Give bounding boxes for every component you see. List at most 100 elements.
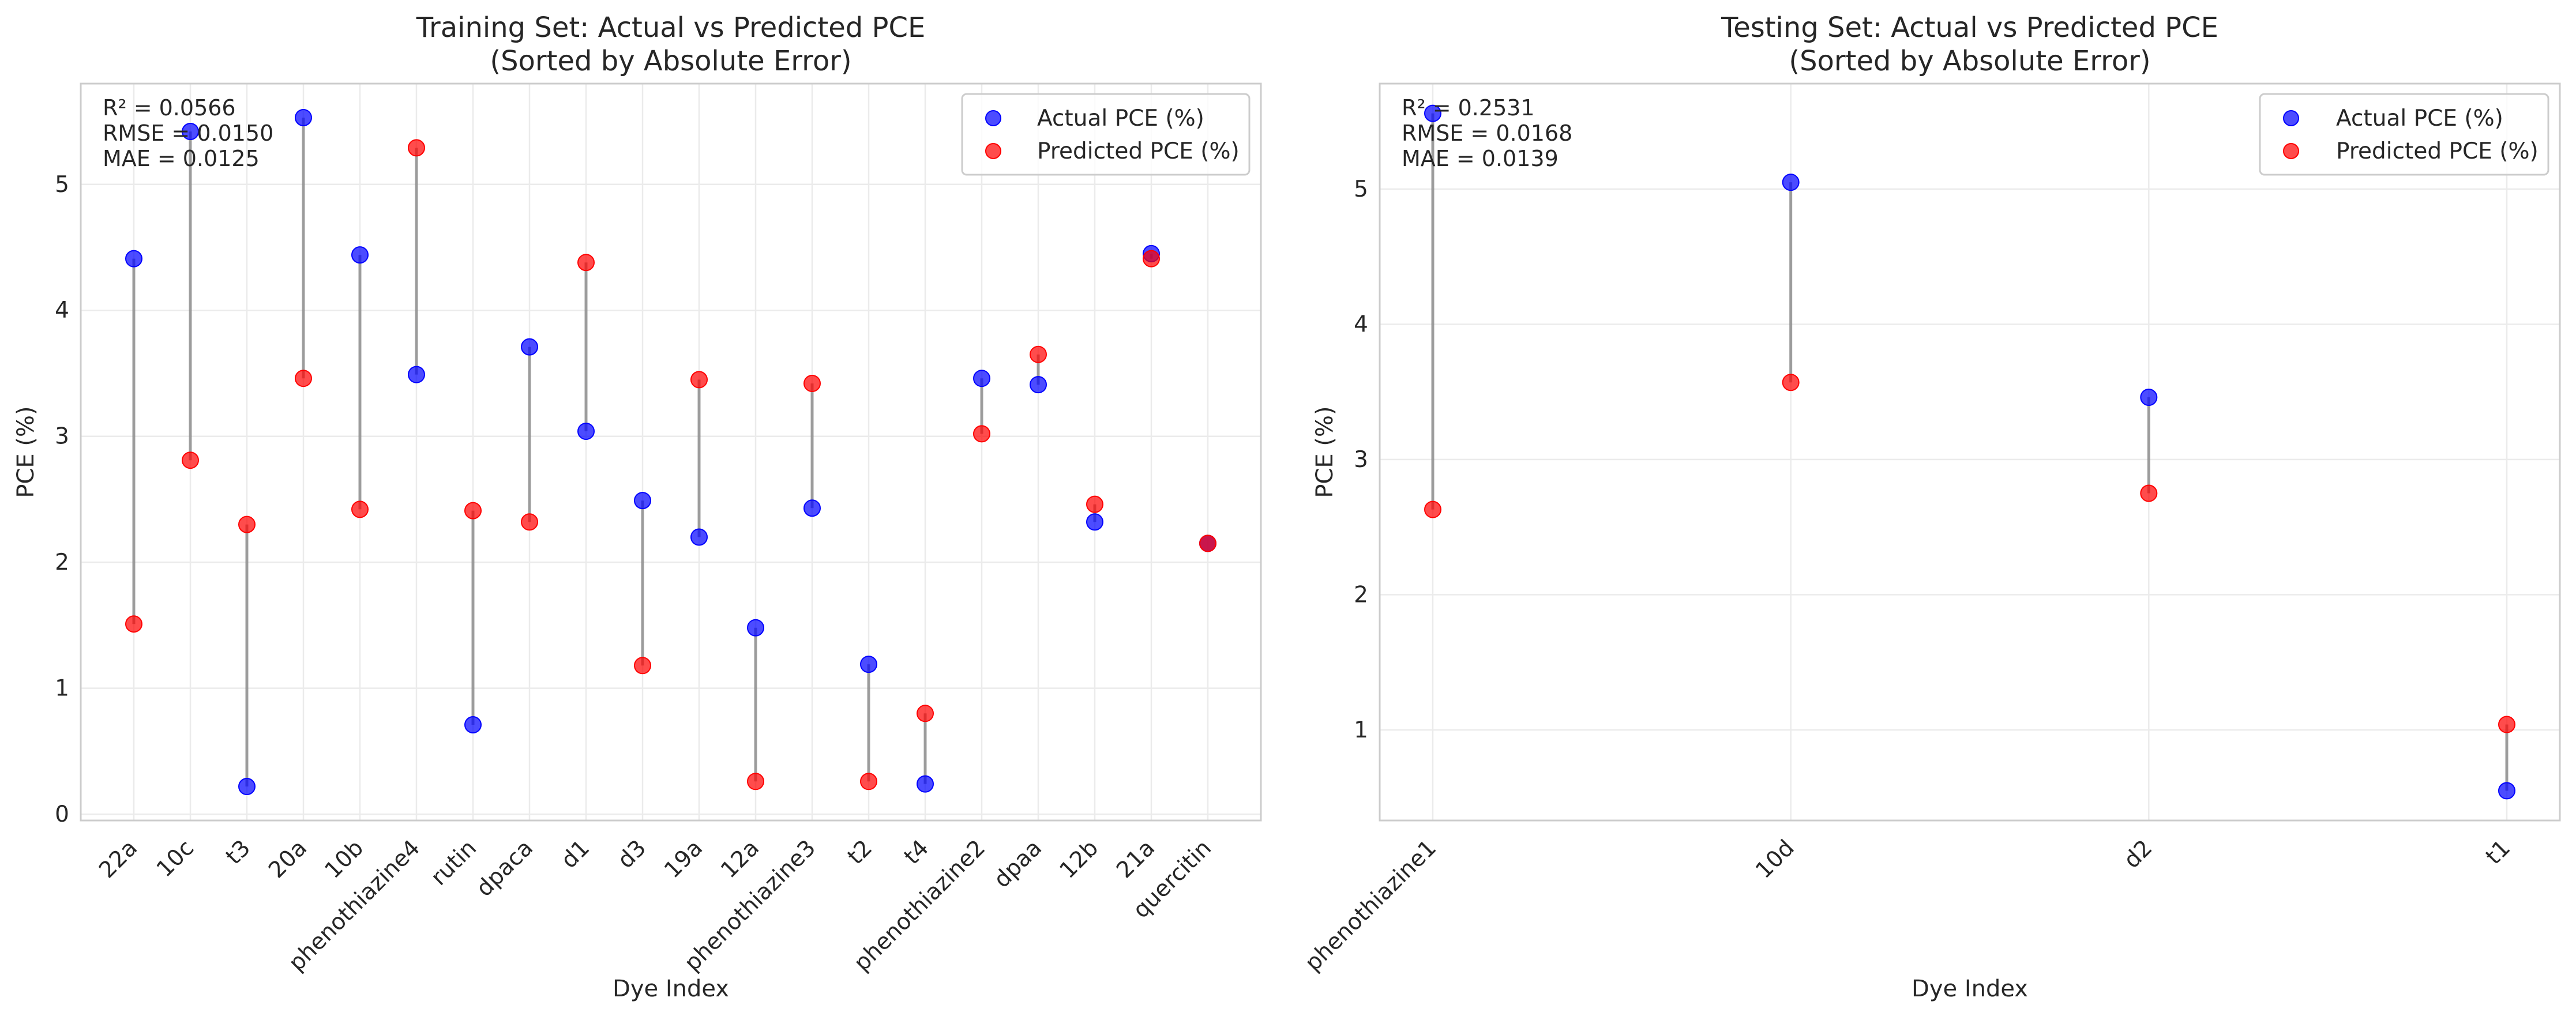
error-lines: [1431, 113, 2509, 791]
legend-box: [2259, 93, 2549, 176]
x-tick-label: 12b: [1055, 835, 1103, 883]
actual-point: [182, 123, 199, 141]
predicted-point: [690, 371, 708, 389]
predicted-point: [295, 370, 312, 387]
plot-frame: [80, 82, 1262, 822]
legend-marker-actual: [2283, 110, 2299, 126]
actual-point: [803, 499, 821, 517]
legend-label-predicted: Predicted PCE (%): [1037, 138, 1240, 164]
stats-box: R² = 0.0566 RMSE = 0.0150 MAE = 0.0125: [103, 95, 273, 171]
actual-point: [2140, 389, 2158, 407]
predicted-point: [1086, 495, 1103, 513]
plot-frame: [1379, 82, 2561, 822]
actual-point: [1424, 104, 1441, 122]
actual-point: [408, 366, 425, 383]
stat-rmse: RMSE = 0.0168: [1402, 121, 1572, 146]
y-ticks: 0 1 2 3 4 5: [55, 172, 69, 827]
y-ticks: 1 2 3 4 5: [1354, 176, 1368, 743]
x-tick-label: t1: [2481, 835, 2515, 870]
actual-point: [690, 528, 708, 546]
x-tick-label: t4: [899, 835, 934, 870]
y-tick-label: 1: [1354, 717, 1368, 743]
stat-rmse: RMSE = 0.0150: [103, 121, 273, 146]
predicted-point: [2498, 716, 2515, 733]
chart-title: Testing Set: Actual vs Predicted PCE: [1721, 12, 2218, 44]
data-points: [1424, 104, 2515, 800]
data-points: [125, 108, 1216, 796]
legend-marker-predicted: [985, 143, 1001, 159]
actual-point: [351, 246, 369, 264]
x-tick-label: dpaa: [989, 835, 1047, 893]
actual-point: [973, 370, 990, 387]
y-axis-label: PCE (%): [13, 406, 39, 498]
chart-subtitle: (Sorted by Absolute Error): [1789, 45, 2150, 77]
predicted-point: [634, 657, 651, 675]
x-tick-label: dpaca: [471, 835, 538, 902]
actual-point: [1030, 376, 1047, 394]
x-tick-label: 10d: [1751, 835, 1799, 883]
predicted-point: [917, 705, 934, 722]
y-tick-label: 5: [1354, 176, 1368, 202]
actual-point: [577, 422, 595, 440]
predicted-point: [408, 139, 425, 157]
grid: [1380, 84, 2560, 820]
predicted-point: [521, 513, 538, 531]
actual-point: [860, 656, 877, 673]
predicted-point: [1782, 374, 1800, 392]
actual-point: [464, 716, 482, 733]
actual-point: [1782, 174, 1800, 191]
actual-point: [125, 250, 142, 268]
stats-box: R² = 0.2531 RMSE = 0.0168 MAE = 0.0139: [1402, 95, 1572, 171]
actual-point: [521, 338, 538, 356]
predicted-point: [1199, 535, 1216, 552]
stat-mae: MAE = 0.0125: [103, 146, 260, 171]
x-tick-label: t3: [221, 835, 256, 870]
x-tick-label: 22a: [94, 835, 142, 883]
predicted-point: [860, 773, 877, 791]
actual-point: [238, 778, 256, 796]
actual-point: [917, 775, 934, 793]
stat-r2: R² = 0.0566: [103, 95, 236, 121]
predicted-point: [2140, 484, 2158, 502]
predicted-point: [238, 515, 256, 533]
predicted-point: [464, 502, 482, 520]
predicted-point: [351, 500, 369, 518]
legend-marker-predicted: [2283, 143, 2299, 159]
x-tick-label: d2: [2119, 835, 2158, 874]
predicted-point: [1030, 345, 1047, 363]
training-panel: Training Set: Actual vs Predicted PCE (S…: [13, 12, 1262, 1002]
x-ticks: phenothiazine1 10d d2 t1: [1300, 835, 2515, 976]
stat-r2: R² = 0.2531: [1402, 95, 1535, 121]
x-tick-label: t2: [843, 835, 877, 870]
legend: Actual PCE (%) Predicted PCE (%): [961, 93, 1251, 176]
predicted-point: [182, 451, 199, 469]
x-tick-label: 19a: [659, 835, 708, 883]
x-tick-label: d3: [613, 835, 651, 874]
actual-point: [295, 108, 312, 126]
legend-box: [961, 93, 1251, 176]
x-tick-label: 20a: [264, 835, 312, 883]
actual-point: [634, 492, 651, 510]
x-tick-label: 10c: [152, 835, 199, 882]
y-tick-label: 4: [55, 298, 69, 323]
predicted-point: [1143, 250, 1160, 268]
actual-point: [2498, 782, 2515, 800]
predicted-point: [803, 374, 821, 392]
legend-label-predicted: Predicted PCE (%): [2336, 138, 2539, 164]
x-axis-label: Dye Index: [613, 976, 729, 1002]
actual-point: [747, 619, 764, 637]
legend-label-actual: Actual PCE (%): [1037, 106, 1204, 131]
chart-subtitle: (Sorted by Absolute Error): [490, 45, 851, 77]
y-tick-label: 4: [1354, 311, 1368, 337]
predicted-point: [577, 254, 595, 272]
actual-point: [1086, 513, 1103, 531]
x-tick-label: phenothiazine1: [1300, 835, 1441, 976]
y-tick-label: 1: [55, 676, 69, 702]
predicted-point: [125, 615, 142, 633]
y-tick-label: 2: [55, 549, 69, 575]
x-axis-label: Dye Index: [1912, 976, 2028, 1002]
y-tick-label: 3: [1354, 447, 1368, 473]
